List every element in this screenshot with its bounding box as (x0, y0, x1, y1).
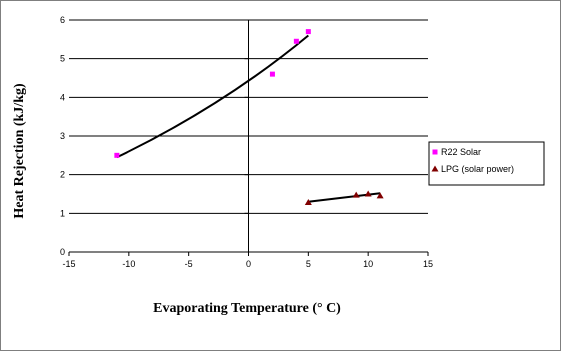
legend: R22 Solar LPG (solar power) (428, 141, 545, 186)
data-point-lpg (364, 190, 372, 197)
x-tick-label: 15 (423, 259, 433, 269)
y-axis-title: Heat Rejection (kJ/kg) (12, 83, 27, 219)
data-point-r22 (305, 29, 311, 35)
trendline-r22 (116, 34, 309, 159)
trendline-lpg (308, 192, 381, 203)
x-axis-title: Evaporating Temperature (° C) (153, 301, 341, 316)
y-tick-label: 2 (60, 170, 65, 180)
x-tick-label: 0 (246, 259, 251, 269)
y-tick-label: 4 (60, 92, 65, 102)
x-tick-label: 5 (306, 259, 311, 269)
y-tick-label: 5 (60, 54, 65, 64)
axes (68, 19, 429, 256)
data-point-r22 (114, 152, 120, 158)
trendlines (116, 34, 381, 203)
data-point-lpg (376, 192, 384, 199)
data-point-r22 (293, 38, 299, 44)
x-tick-label: -5 (185, 259, 193, 269)
legend-box (428, 141, 545, 186)
legend-label-lpg: LPG (solar power) (441, 164, 514, 174)
tick-labels: 0 1 2 3 4 5 6 -15 -10 -5 0 5 10 15 (60, 15, 433, 269)
y-tick-label: 0 (60, 247, 65, 257)
x-tick-label: 10 (363, 259, 373, 269)
x-tick-label: -10 (122, 259, 135, 269)
y-tick-label: 3 (60, 131, 65, 141)
data-point-r22 (269, 71, 275, 77)
data-point-lpg (352, 191, 360, 198)
legend-label-r22: R22 Solar (441, 147, 481, 157)
legend-marker-r22 (432, 149, 438, 155)
data-point-lpg (304, 199, 312, 206)
y-tick-label: 6 (60, 15, 65, 25)
y-tick-label: 1 (60, 208, 65, 218)
data-points (114, 29, 384, 206)
x-tick-label: -15 (62, 259, 75, 269)
legend-marker-lpg (431, 165, 439, 172)
